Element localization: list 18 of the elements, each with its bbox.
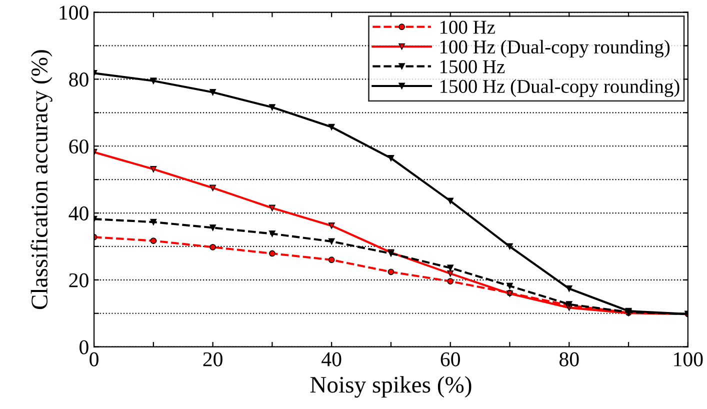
- x-axis-title: Noisy spikes (%): [310, 376, 472, 398]
- legend-label: 1500 Hz: [440, 60, 505, 74]
- x-tick-label: 20: [203, 352, 222, 366]
- y-tick-label: 60: [69, 139, 88, 154]
- y-tick-label: 80: [69, 72, 88, 87]
- legend-label: 1500 Hz (Dual-copy rounding): [440, 79, 680, 97]
- x-tick-label: 80: [560, 352, 579, 366]
- legend-label: 100 Hz: [440, 20, 495, 34]
- y-tick-label: 100: [60, 6, 88, 20]
- legend-label: 100 Hz (Dual-copy rounding): [440, 40, 670, 58]
- y-axis-title: Classification accuracy (%): [30, 50, 52, 310]
- y-tick-label: 40: [68, 206, 88, 220]
- y-tick-label: 20: [69, 273, 88, 288]
- x-tick-label: 100: [674, 352, 703, 366]
- x-tick-label: 0: [90, 352, 98, 366]
- x-tick-label: 60: [440, 352, 460, 366]
- x-tick-label: 40: [322, 352, 342, 366]
- y-tick-label: 0: [80, 340, 88, 354]
